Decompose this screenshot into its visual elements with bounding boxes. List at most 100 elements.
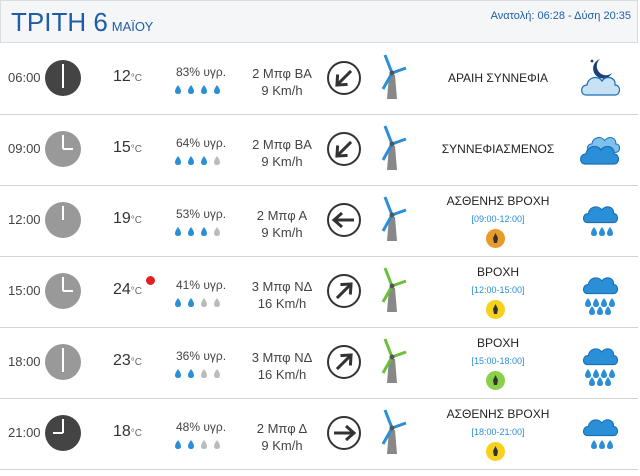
wind-turbine-icon — [377, 124, 407, 177]
clock-icon — [45, 415, 81, 451]
temperature-unit: °C — [130, 357, 143, 368]
minute-hand — [62, 135, 64, 149]
turbine-svg — [381, 409, 407, 454]
hour-hand — [63, 148, 73, 150]
turbine-svg — [381, 196, 407, 241]
humidity: 83% υγρ. — [176, 65, 227, 79]
drop-icon — [175, 85, 181, 94]
temperature: 18°C — [113, 423, 142, 441]
minute-hand — [62, 348, 64, 362]
minute-hand — [62, 419, 64, 433]
condition-text: ΑΡΑΙΗ ΣΥΝΝΕΦΙΑ — [447, 71, 549, 85]
weather-svg — [582, 419, 619, 449]
humidity-drops — [173, 225, 233, 239]
temperature-value: 15 — [113, 139, 131, 156]
hour-hand — [62, 210, 64, 220]
humidity-drops — [173, 83, 233, 97]
humidity: 48% υγρ. — [176, 420, 227, 434]
drop-icon — [201, 227, 207, 236]
drop-icon — [201, 156, 207, 165]
wind-force: 2 Μπφ Α — [256, 208, 308, 223]
clock-icon — [45, 202, 81, 238]
weather-svg — [582, 277, 619, 315]
condition-text: ΑΣΘΕΝΗΣ ΒΡΟΧΗ — [446, 407, 550, 421]
humidity: 64% υγρ. — [176, 136, 227, 150]
condition-text: ΒΡΟΧΗ — [476, 336, 519, 350]
humidity-drops-icon — [175, 227, 220, 236]
temperature: 23°C — [113, 352, 142, 370]
weather-svg — [580, 137, 621, 165]
arrow-svg — [327, 345, 361, 379]
drop-icon — [175, 227, 181, 236]
rain-icon — [578, 339, 622, 392]
wind-direction-arrow-icon — [326, 273, 362, 314]
wind-speed: 16 Km/h — [257, 296, 307, 311]
temperature-value: 18 — [113, 423, 131, 440]
forecast-row: 12:00 19°C 53% υγρ. 2 Μπφ Α 9 Km/h ΑΣΘΕΝΗΣ ΒΡ… — [0, 185, 638, 257]
drop-icon — [188, 440, 194, 449]
humidity-drops — [173, 154, 233, 168]
drop-icon — [214, 156, 220, 165]
wind-turbine-icon — [377, 266, 407, 319]
warning-badge-icon — [486, 442, 505, 461]
condition-text: ΑΣΘΕΝΗΣ ΒΡΟΧΗ — [446, 194, 550, 208]
humidity: 53% υγρ. — [176, 207, 227, 221]
row-time: 15:00 — [8, 283, 41, 298]
badge-svg — [493, 446, 498, 456]
badge-svg — [493, 304, 498, 314]
drop-icon — [214, 227, 220, 236]
minute-hand — [62, 64, 64, 78]
drop-icon — [175, 440, 181, 449]
temperature-unit: °C — [130, 428, 143, 439]
condition-range: [12:00-15:00] — [471, 285, 525, 295]
arrow-svg — [327, 416, 361, 450]
temperature-unit: °C — [130, 286, 143, 297]
wind-force: 2 Μπφ ΒΑ — [252, 66, 312, 81]
drop-icon — [214, 298, 220, 307]
heat-dot-icon — [146, 276, 155, 285]
humidity-drops-icon — [175, 440, 220, 449]
wind-force: 2 Μπφ Δ — [256, 421, 308, 436]
wind-direction-arrow-icon — [326, 344, 362, 385]
warning-badge-icon — [486, 371, 505, 390]
wind-speed: 9 Km/h — [261, 83, 303, 98]
arrow-svg — [327, 61, 361, 95]
forecast-row: 09:00 15°C 64% υγρ. 2 Μπφ ΒΑ 9 Km/h ΣΥΝΝΕΦΙΑΣ… — [0, 114, 638, 186]
condition-text: ΣΥΝΝΕΦΙΑΣΜΕΝΟΣ — [441, 142, 555, 156]
temperature-unit: °C — [130, 144, 143, 155]
wind-force: 3 Μπφ ΝΔ — [251, 350, 313, 365]
drop-icon — [188, 369, 194, 378]
drop-icon — [188, 156, 194, 165]
moon-cloud-icon — [578, 55, 622, 108]
drop-icon — [201, 369, 207, 378]
drop-icon — [214, 440, 220, 449]
forecast-row: 15:00 24°C 41% υγρ. 3 Μπφ ΝΔ 16 Km/h ΒΡΟΧΗ [12… — [0, 256, 638, 328]
drop-icon — [201, 298, 207, 307]
minute-hand — [62, 277, 64, 291]
wind-direction-arrow-icon — [326, 60, 362, 101]
arrow-svg — [327, 203, 361, 237]
turbine-svg — [381, 125, 407, 170]
drop-icon — [188, 227, 194, 236]
light-rain-icon — [578, 410, 622, 463]
day-header: ΤΡΙΤΗ 6 ΜΑΪΟΥ Ανατολή: 06:28 - Δύση 20:35 — [0, 0, 638, 43]
temperature-value: 19 — [113, 210, 131, 227]
temperature-unit: °C — [130, 215, 143, 226]
rain-icon — [578, 268, 622, 321]
row-time: 06:00 — [8, 70, 41, 85]
day-name: ΤΡΙΤΗ 6 — [11, 7, 108, 37]
humidity-drops-icon — [175, 298, 220, 307]
clock-icon — [45, 344, 81, 380]
day-title: ΤΡΙΤΗ 6 ΜΑΪΟΥ — [11, 7, 153, 38]
forecast-row: 21:00 18°C 48% υγρ. 2 Μπφ Δ 9 Km/h ΑΣΘΕΝΗΣ ΒΡ… — [0, 398, 638, 470]
wind-force: 2 Μπφ ΒΑ — [252, 137, 312, 152]
temperature: 15°C — [113, 139, 142, 157]
warning-badge-icon — [486, 300, 505, 319]
drop-icon — [175, 369, 181, 378]
wind-turbine-icon — [377, 195, 407, 248]
drop-icon — [201, 85, 207, 94]
badge-svg — [493, 375, 498, 385]
clock-icon — [45, 131, 81, 167]
drop-icon — [188, 85, 194, 94]
condition-text: ΒΡΟΧΗ — [476, 265, 519, 279]
